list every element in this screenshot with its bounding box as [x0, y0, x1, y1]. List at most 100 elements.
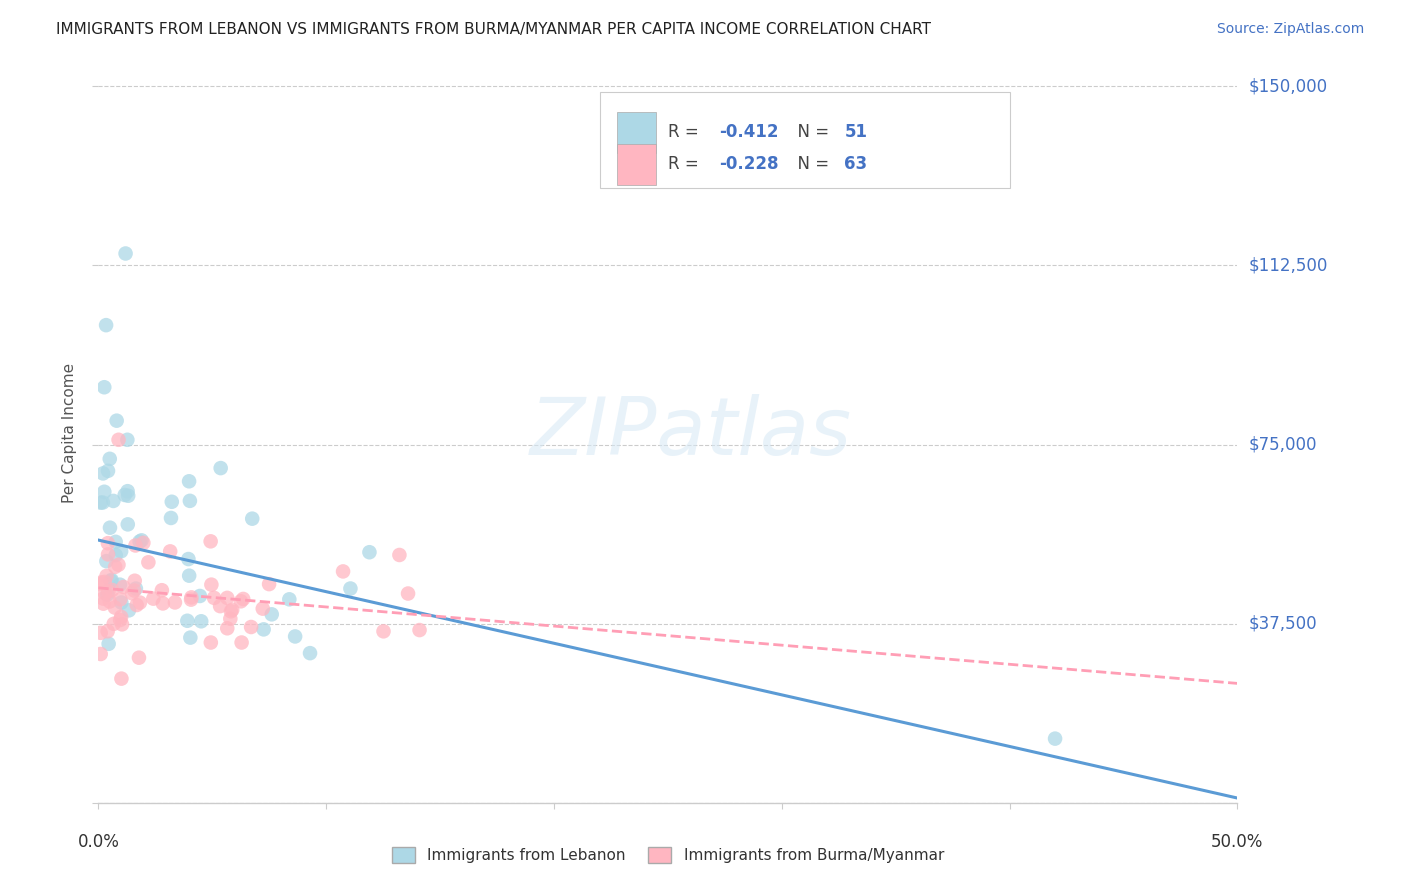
Point — [359, 545, 381, 559]
Point — [90, 577, 112, 591]
Text: R =: R = — [668, 123, 704, 142]
Text: Source: ZipAtlas.com: Source: ZipAtlas.com — [1216, 22, 1364, 37]
Point — [101, 582, 124, 597]
Point — [107, 558, 129, 572]
Point — [129, 596, 152, 610]
Point — [200, 635, 222, 649]
FancyBboxPatch shape — [617, 112, 657, 153]
Point — [93, 484, 115, 499]
Point — [1043, 731, 1066, 746]
Text: ZIPatlas: ZIPatlas — [530, 393, 852, 472]
Point — [229, 594, 252, 608]
Point — [159, 544, 181, 558]
Point — [104, 548, 127, 562]
Text: $75,000: $75,000 — [1249, 435, 1317, 453]
Point — [190, 615, 212, 629]
Point — [110, 595, 132, 609]
Point — [98, 594, 121, 608]
Point — [179, 568, 201, 582]
Point — [232, 591, 254, 606]
Point — [219, 612, 242, 626]
Text: -0.228: -0.228 — [718, 155, 779, 173]
Point — [128, 650, 150, 665]
Point — [177, 552, 200, 566]
Point — [103, 494, 125, 508]
Point — [373, 624, 395, 639]
Point — [125, 598, 148, 612]
Point — [260, 607, 283, 622]
Point — [111, 617, 134, 632]
Point — [179, 631, 201, 645]
Point — [163, 595, 186, 609]
FancyBboxPatch shape — [599, 92, 1010, 188]
Point — [114, 488, 136, 502]
Text: 0.0%: 0.0% — [77, 833, 120, 851]
Text: -0.412: -0.412 — [718, 123, 779, 142]
Point — [253, 623, 276, 637]
Point — [110, 592, 132, 607]
Point — [91, 591, 114, 606]
Point — [160, 495, 183, 509]
FancyBboxPatch shape — [617, 144, 657, 185]
Point — [104, 559, 127, 574]
Point — [97, 548, 120, 562]
Point — [117, 484, 139, 499]
Point — [91, 467, 114, 481]
Point — [240, 620, 263, 634]
Text: 50.0%: 50.0% — [1211, 833, 1264, 851]
Point — [396, 586, 419, 600]
Point — [142, 591, 165, 606]
Point — [125, 582, 148, 596]
Point — [94, 586, 117, 600]
Point — [91, 495, 114, 509]
Y-axis label: Per Capita Income: Per Capita Income — [62, 362, 77, 503]
Point — [96, 587, 118, 601]
Point — [332, 565, 354, 579]
Legend: Immigrants from Lebanon, Immigrants from Burma/Myanmar: Immigrants from Lebanon, Immigrants from… — [385, 841, 950, 869]
Point — [124, 574, 146, 588]
Point — [97, 624, 120, 639]
Point — [112, 580, 135, 594]
Point — [124, 539, 146, 553]
Point — [108, 613, 131, 627]
Text: $150,000: $150,000 — [1249, 78, 1327, 95]
Point — [108, 577, 131, 591]
Point — [221, 603, 243, 617]
Point — [100, 574, 122, 588]
Point — [217, 591, 239, 605]
Point — [160, 511, 183, 525]
Point — [117, 489, 139, 503]
Point — [90, 647, 112, 661]
Point — [93, 574, 115, 589]
Point — [179, 493, 201, 508]
Point — [90, 625, 112, 640]
Text: $112,500: $112,500 — [1249, 256, 1327, 275]
Point — [202, 591, 225, 605]
Point — [180, 591, 202, 605]
Point — [104, 600, 127, 615]
Point — [124, 583, 146, 598]
Point — [188, 589, 211, 603]
Text: N =: N = — [787, 155, 835, 173]
Point — [117, 433, 139, 447]
Point — [177, 475, 200, 489]
Point — [219, 604, 242, 618]
Point — [105, 414, 128, 428]
Point — [117, 517, 139, 532]
Point — [408, 623, 430, 637]
Point — [97, 464, 120, 478]
Point — [93, 380, 115, 394]
Point — [90, 575, 112, 590]
Point — [110, 544, 132, 558]
Point — [278, 592, 301, 607]
Point — [217, 621, 239, 635]
Point — [180, 592, 202, 607]
Point — [209, 461, 232, 475]
Point — [299, 646, 322, 660]
Point — [252, 601, 274, 615]
Point — [98, 521, 121, 535]
Point — [132, 536, 155, 550]
Point — [257, 577, 280, 591]
Point — [231, 635, 253, 649]
Point — [107, 433, 129, 447]
